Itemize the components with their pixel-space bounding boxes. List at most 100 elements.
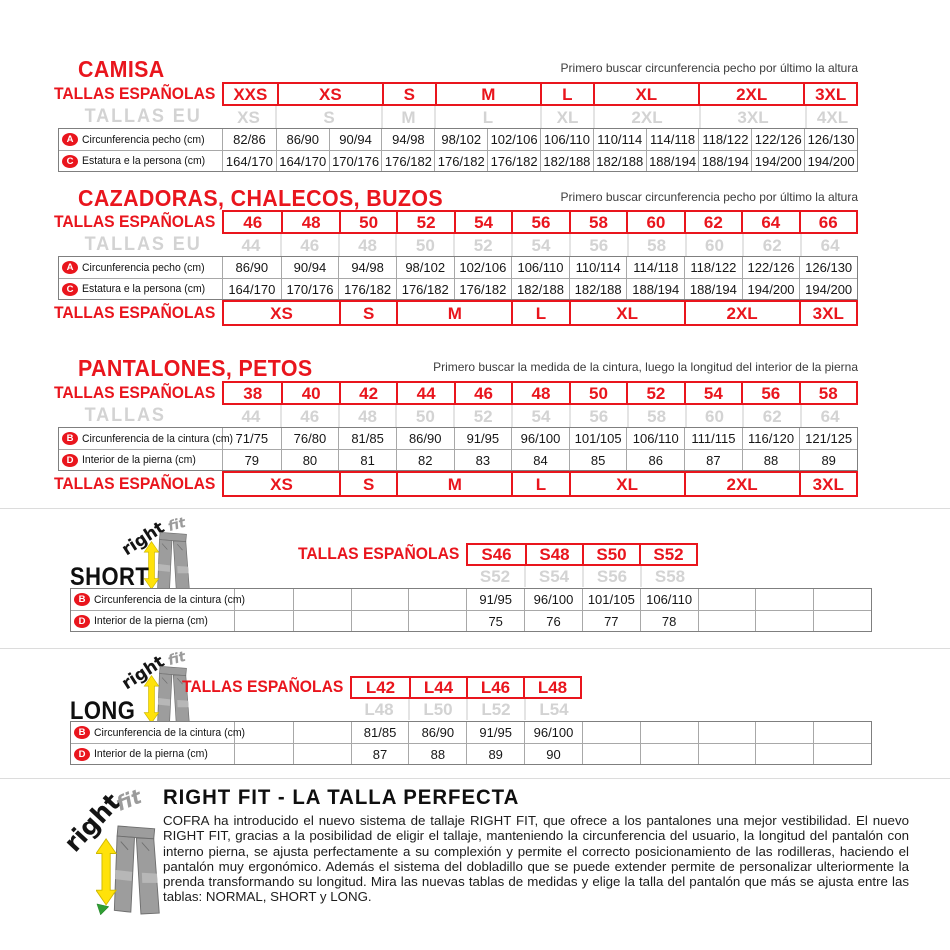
- value-cell: 79: [244, 452, 260, 468]
- value-cell: [581, 744, 640, 764]
- value-cell: 91/95: [453, 428, 512, 449]
- size-cell: 2XL: [698, 84, 803, 104]
- value-cell: 106/110: [539, 129, 593, 150]
- size-cell: XS: [276, 84, 382, 104]
- camisa-sizes-es-band: XXS XS S M L XL 2XL 3XL: [222, 82, 858, 106]
- size-cell: 42: [338, 383, 396, 403]
- measure-values: 164/170 170/176 176/182 176/182 176/182 182/1…: [223, 279, 857, 299]
- long-sizes-eu-row: L48 L50 L52 L54: [70, 699, 872, 720]
- size-cell: 54: [683, 383, 741, 403]
- size-cell: S48: [525, 545, 582, 564]
- size-cell: 50: [568, 383, 626, 403]
- size-cell: 52: [396, 212, 453, 232]
- measure-icon-b: B: [74, 593, 90, 606]
- size-cell: 54: [453, 212, 511, 232]
- value-cell: [408, 589, 466, 610]
- pantalones-table: B Circunferencia de la cintura (cm) 71/75…: [58, 427, 858, 471]
- measure-values: 79 80 81 82 83 84 85 86 87 88 89: [223, 450, 857, 470]
- size-cell: 44: [396, 383, 453, 403]
- measure-row: B Circunferencia de la cintura (cm) 81/85…: [71, 722, 871, 743]
- measure-row: C Estatura e la persona (cm) 164/170 164/1…: [59, 150, 857, 171]
- value-cell: [292, 744, 351, 764]
- measure-icon-a: A: [62, 133, 78, 146]
- camisa-title: CAMISA: [78, 56, 165, 82]
- size-cell: 50: [338, 212, 396, 232]
- size-cell: M: [396, 473, 511, 495]
- value-cell: 96/100: [524, 722, 582, 743]
- value-cell: 176/182: [338, 279, 396, 299]
- value-cell: 96/100: [524, 589, 582, 610]
- measure-row: D Interior de la pierna (cm) 87 88 89 90: [71, 743, 871, 764]
- short-label: SHORT: [70, 563, 150, 591]
- measure-label: Estatura e la persona (cm): [82, 155, 206, 167]
- value-cell: [350, 589, 409, 610]
- value-cell: 118/122: [684, 257, 742, 278]
- value-cell: [813, 589, 871, 610]
- pantalones-sizes-eu-band: 44 46 48 50 52 54 56 58 60 62 64: [222, 405, 858, 427]
- size-cell: 2XL: [683, 302, 799, 324]
- measure-values: 91/95 96/100 101/105 106/110: [235, 589, 871, 610]
- size-cell: S50: [582, 545, 639, 564]
- value-cell: 96/100: [511, 428, 569, 449]
- separator: [0, 648, 950, 649]
- size-eu-cell: 56: [568, 405, 627, 427]
- size-eu-cell: XL: [540, 106, 593, 128]
- size-cell: 3XL: [798, 302, 856, 324]
- value-cell: 188/194: [626, 279, 684, 299]
- value-cell: [235, 611, 293, 631]
- value-cell: 182/188: [592, 151, 646, 171]
- value-cell: 176/182: [395, 279, 454, 299]
- separator: [0, 508, 950, 509]
- size-eu-cell: L50: [408, 699, 466, 720]
- value-cell: 77: [581, 611, 640, 631]
- short-sizes-es-band: S46 S48 S50 S52: [466, 543, 698, 566]
- separator: [0, 778, 950, 779]
- cazadoras-sizes-bottom-row: TALLAS ESPAÑOLAS XS S M L XL 2XL 3XL: [54, 300, 858, 326]
- size-eu-cell: 60: [684, 405, 743, 427]
- cazadoras-sizes-eu-row: TALLAS EU 44 46 48 50 52 54 56 58 60 62 64: [58, 234, 858, 256]
- camisa-note: Primero buscar circunferencia pecho por …: [560, 61, 858, 75]
- tallas-espanolas-label: TALLAS ESPAÑOLAS: [181, 678, 344, 696]
- measure-icon-a: A: [62, 261, 78, 274]
- value-cell: 89: [466, 744, 524, 764]
- measure-label: Circunferencia pecho (cm): [82, 261, 205, 274]
- size-cell: 48: [281, 212, 338, 232]
- measure-icon-d: D: [62, 453, 78, 467]
- value-cell: 80: [280, 450, 339, 470]
- size-cell: XL: [568, 473, 684, 495]
- size-eu-cell: 46: [279, 234, 338, 256]
- size-cell: L: [511, 302, 568, 324]
- value-cell: 86: [626, 450, 684, 470]
- measure-row: B Circunferencia de la cintura (cm) 71/75…: [59, 428, 857, 449]
- rightfit-title: RIGHT FIT - LA TALLA PERFECTA: [163, 786, 520, 809]
- size-eu-cell: 62: [742, 234, 800, 256]
- value-cell: 176/182: [453, 279, 512, 299]
- size-cell: 62: [683, 212, 741, 232]
- measure-icon-c: C: [62, 282, 78, 296]
- size-eu-cell: XS: [237, 107, 260, 127]
- value-cell: [639, 744, 698, 764]
- measure-values: 75 76 77 78: [235, 611, 871, 631]
- value-cell: 176/182: [487, 151, 540, 171]
- tallas-label: TALLAS: [84, 405, 166, 426]
- size-eu-cell: 64: [800, 405, 858, 427]
- measure-label: Circunferencia de la cintura (cm): [82, 432, 234, 445]
- tallas-eu-label: TALLAS EU: [84, 106, 202, 127]
- value-cell: 83: [453, 450, 512, 470]
- rightfit-logo-large: right fit: [56, 780, 172, 930]
- value-cell: 90: [524, 744, 582, 764]
- size-eu-cell: 48: [337, 405, 396, 427]
- measure-label: Circunferencia de la cintura (cm): [94, 726, 246, 739]
- size-eu-cell: 58: [626, 234, 685, 256]
- value-cell: [697, 611, 756, 631]
- value-cell: [755, 722, 813, 743]
- measure-label: Estatura e la persona (cm): [82, 283, 206, 295]
- value-cell: 194/200: [751, 151, 804, 171]
- value-cell: 194/200: [741, 279, 800, 299]
- size-eu-cell: 44: [241, 235, 261, 255]
- cazadoras-sizes-bottom-band: XS S M L XL 2XL 3XL: [222, 300, 858, 326]
- size-cell: S52: [639, 545, 696, 564]
- size-eu-cell: 2XL: [593, 106, 699, 128]
- value-cell: 102/106: [487, 129, 540, 150]
- value-cell: 87: [350, 744, 409, 764]
